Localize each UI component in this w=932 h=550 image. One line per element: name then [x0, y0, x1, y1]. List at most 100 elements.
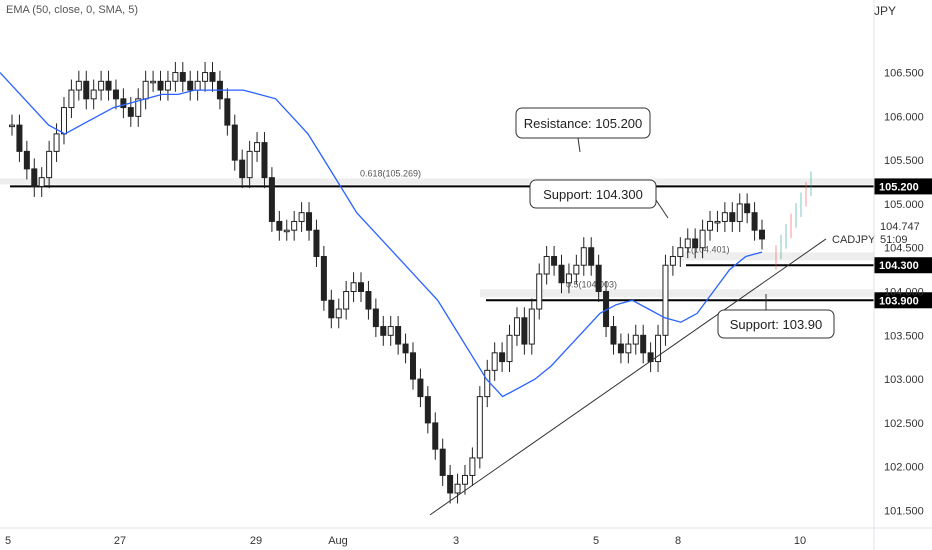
callout-text: Resistance: 105.200 — [524, 116, 643, 131]
candle-body — [736, 203, 743, 222]
candle-body — [98, 80, 105, 91]
candle-body — [380, 326, 387, 336]
fib-label: 0.618(105.269) — [360, 168, 421, 178]
price-tick-label: 104.000 — [884, 287, 924, 299]
fib-band-0618 — [0, 178, 874, 185]
candle-body — [283, 229, 290, 233]
candle-body — [335, 308, 342, 319]
trendline: CADJPY — [429, 234, 876, 516]
candle-body — [625, 343, 632, 354]
candle-body — [424, 396, 431, 424]
candle-body — [68, 89, 75, 109]
price-tick-label: 105.000 — [884, 199, 924, 211]
candle-body — [484, 369, 491, 398]
candle-body — [358, 282, 365, 293]
price-tick-label: 103.000 — [884, 374, 924, 386]
candle-body — [105, 80, 112, 91]
candle-body — [306, 212, 313, 231]
ema-line — [0, 72, 763, 398]
candle-body — [551, 255, 558, 266]
candle-body — [432, 422, 439, 450]
candle-body — [90, 89, 97, 100]
candle-body — [202, 72, 209, 82]
candle-body — [714, 220, 721, 224]
candle-body — [313, 229, 320, 257]
annotation-callouts: Resistance: 105.200 Support: 104.300 Suppo… — [515, 107, 835, 339]
time-tick-label: 5 — [5, 535, 11, 547]
candle-body — [692, 238, 699, 249]
candle-body — [31, 168, 38, 187]
candle-body — [127, 107, 134, 117]
candle-body — [573, 264, 580, 275]
candle-body — [350, 282, 357, 293]
candle-body — [454, 483, 461, 494]
candle-body — [469, 457, 476, 476]
time-tick-label: 8 — [675, 535, 681, 547]
candle-body — [120, 98, 127, 109]
candle-body — [261, 142, 268, 179]
candle-body — [75, 80, 82, 91]
candle-body — [662, 264, 669, 336]
candle-body — [565, 273, 572, 284]
level-price-tag — [874, 178, 932, 195]
currency-label: JPY — [873, 4, 896, 18]
candle-body — [328, 299, 335, 319]
countdown-label: 51:09 — [880, 234, 908, 246]
price-tick-label: 105.500 — [884, 155, 924, 167]
candle-body — [536, 273, 543, 310]
candle-body — [254, 142, 261, 152]
candle-body — [409, 352, 416, 380]
candle-body — [491, 352, 498, 371]
candle-body — [729, 212, 736, 222]
level-price-tag — [874, 257, 932, 274]
candle-body — [402, 343, 409, 354]
time-tick-label: 10 — [794, 535, 806, 547]
candle-body — [164, 80, 171, 91]
candle-body — [417, 378, 424, 398]
candle-body — [224, 98, 231, 126]
callout-text: Support: 103.90 — [730, 317, 823, 332]
candle-body — [150, 80, 157, 84]
candle-body — [439, 448, 446, 476]
candle-body — [684, 238, 691, 249]
candle-body — [187, 80, 194, 91]
candle-body — [461, 474, 468, 485]
candle-body — [610, 326, 617, 345]
candle-body — [513, 317, 520, 336]
candle-body — [60, 107, 67, 135]
candle-body — [172, 72, 179, 82]
candle-body — [580, 247, 587, 266]
candle-body — [669, 255, 676, 266]
candle-body — [588, 247, 595, 266]
candle-body — [320, 255, 327, 301]
candle-body — [239, 159, 246, 179]
trendline-line — [429, 238, 827, 516]
candle-body — [677, 247, 684, 257]
level-price-label: 105.200 — [879, 181, 919, 193]
candle-body — [617, 343, 624, 354]
ema-polyline — [0, 72, 763, 398]
time-tick-label: Aug — [328, 535, 348, 547]
callout-box — [515, 107, 651, 139]
candle-body — [298, 212, 305, 222]
candle-body — [721, 212, 728, 222]
fib-label: 0.5(104.003) — [566, 279, 617, 289]
indicator-label: EMA (50, close, 0, SMA, 5) — [6, 4, 139, 16]
price-tick-label: 102.500 — [884, 418, 924, 430]
candle-body — [179, 72, 186, 82]
candle-body — [543, 255, 550, 275]
candle-body — [365, 291, 372, 310]
price-axis: 101.500 102.000 102.500 103.000 103.500 104.0… — [873, 0, 924, 550]
candle-body — [447, 474, 454, 494]
candle-body — [291, 220, 298, 231]
candle-body — [640, 334, 647, 354]
time-tick-label: 27 — [114, 535, 126, 547]
candle-body — [707, 220, 714, 231]
candle-body — [23, 150, 30, 170]
candle-body — [528, 308, 535, 345]
candle-body — [142, 80, 149, 100]
candle-body — [751, 212, 758, 231]
time-tick-label: 5 — [593, 535, 599, 547]
candle-body — [157, 80, 164, 91]
